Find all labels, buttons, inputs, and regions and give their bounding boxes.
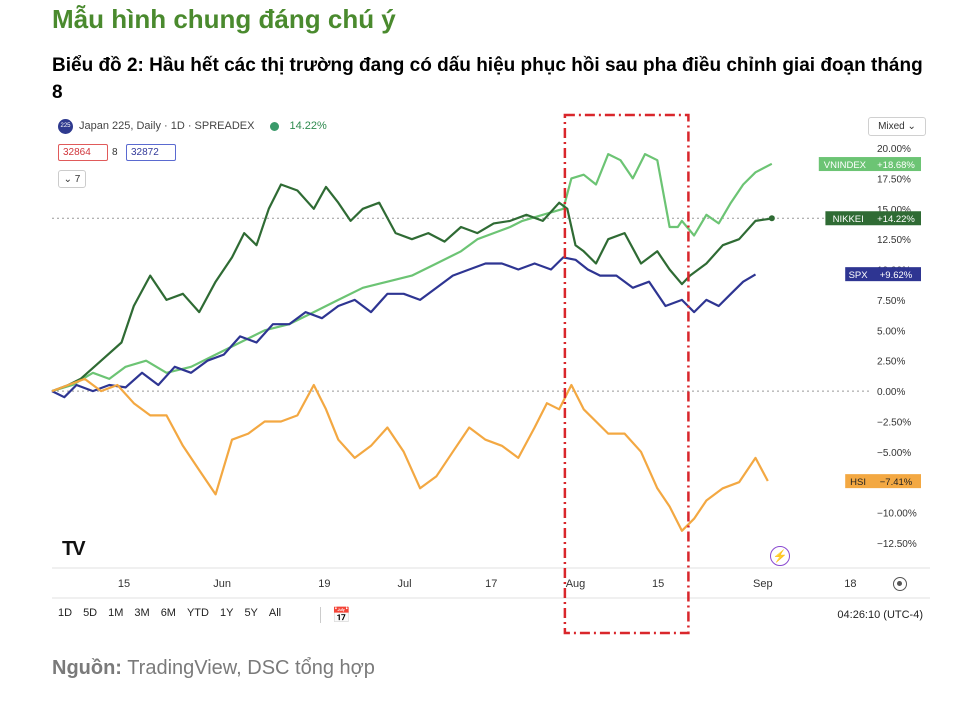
series-name-tag	[825, 211, 871, 226]
x-tick-label: 15	[118, 578, 130, 590]
timeframe-3m[interactable]: 3M	[134, 607, 150, 619]
nikkei-end-dot	[768, 215, 775, 222]
x-tick-label: Aug	[566, 578, 586, 590]
y-tick-label: 12.50%	[877, 235, 911, 246]
symbol-text[interactable]: Japan 225, Daily · 1D · SPREADEX	[79, 120, 255, 132]
x-tick-label: 17	[485, 578, 497, 590]
series-value-tag	[871, 474, 921, 489]
highlight-box	[563, 113, 690, 635]
series-name-label: SPX	[849, 270, 869, 281]
x-tick-label: 18	[844, 578, 856, 590]
timeframe-5y[interactable]: 5Y	[244, 607, 258, 619]
symbol-header[interactable]: 225 Japan 225, Daily · 1D · SPREADEX 14.…	[58, 118, 327, 134]
timeframe-ytd[interactable]: YTD	[186, 607, 209, 619]
y-tick-label: 2.50%	[877, 357, 905, 368]
chart-title: Biểu đồ 2: Hầu hết các thị trường đang c…	[52, 55, 923, 103]
series-value-label: +18.68%	[877, 160, 915, 171]
indicator-count: 7	[74, 173, 81, 185]
symbol-change: 14.22%	[289, 120, 327, 132]
timeframe-6m[interactable]: 6M	[160, 607, 176, 619]
y-tick-label: −5.00%	[877, 448, 911, 459]
chevron-down-icon: ⌄	[907, 121, 916, 132]
source-label: Nguồn:	[52, 657, 122, 679]
timeframe-1m[interactable]: 1M	[108, 607, 124, 619]
toolbar-divider	[320, 607, 321, 623]
clock[interactable]: 04:26:10 (UTC-4)	[837, 609, 923, 621]
y-tick-label: 5.00%	[877, 326, 905, 337]
series-line-spx	[51, 256, 757, 399]
series-value-label: +9.62%	[880, 270, 913, 281]
scale-mode-label: Mixed	[878, 121, 905, 132]
series-name-label: VNINDEX	[824, 160, 867, 171]
symbol-logo-icon: 225	[58, 118, 73, 134]
timeframe-bar: 1D 5D 1M 3M 6M YTD 1Y 5Y All	[58, 607, 292, 619]
series-name-label: NIKKEI	[833, 214, 864, 225]
series-line-hsi	[51, 377, 769, 532]
indicators-toggle[interactable]: ⌄ 7	[58, 170, 86, 188]
spread-value: 8	[112, 147, 118, 158]
y-tick-label: 15.00%	[877, 205, 911, 216]
timeframe-5d[interactable]: 5D	[83, 607, 98, 619]
x-tick-label: Jul	[398, 578, 412, 590]
series-name-tag	[845, 474, 871, 489]
market-status-icon	[270, 121, 280, 131]
y-tick-label: −10.00%	[877, 509, 917, 520]
x-tick-label: Jun	[213, 578, 231, 590]
y-tick-label: 20.00%	[877, 144, 911, 155]
y-tick-label: 17.50%	[877, 174, 911, 185]
series-name-label: HSI	[850, 477, 866, 488]
x-tick-label: 19	[318, 578, 330, 590]
series-line-nikkei	[51, 183, 772, 393]
x-tick-label: 15	[652, 578, 664, 590]
calendar-icon[interactable]: 📅	[332, 607, 351, 624]
ask-price-button[interactable]: 32872	[126, 144, 176, 161]
go-to-realtime-icon[interactable]	[893, 577, 907, 591]
series-value-label: −7.41%	[880, 477, 913, 488]
y-tick-label: −12.50%	[877, 539, 917, 550]
chevron-down-icon: ⌄	[63, 173, 73, 185]
series-name-tag	[845, 267, 871, 282]
section-title: Mẫu hình chung đáng chú ý	[52, 4, 396, 34]
y-tick-label: 7.50%	[877, 296, 905, 307]
series-value-label: +14.22%	[877, 214, 915, 225]
x-tick-label: Sep	[753, 578, 773, 590]
y-tick-label: −2.50%	[877, 417, 911, 428]
series-value-tag	[871, 157, 921, 172]
tradingview-logo: TV	[62, 538, 86, 560]
flash-icon[interactable]: ⚡	[770, 546, 790, 566]
scale-mode-dropdown[interactable]: Mixed ⌄	[868, 117, 926, 136]
source-text: TradingView, DSC tổng hợp	[127, 657, 375, 679]
y-tick-label: 0.00%	[877, 387, 905, 398]
series-value-tag	[871, 267, 921, 282]
series-name-tag	[818, 157, 871, 172]
bid-price-button[interactable]: 32864	[58, 144, 108, 161]
timeframe-1d[interactable]: 1D	[58, 607, 73, 619]
series-line-vnindex	[51, 153, 773, 393]
series-value-tag	[871, 211, 921, 226]
source-note: Nguồn: TradingView, DSC tổng hợp	[52, 657, 375, 680]
timeframe-1y[interactable]: 1Y	[219, 607, 234, 619]
timeframe-all[interactable]: All	[268, 607, 282, 619]
